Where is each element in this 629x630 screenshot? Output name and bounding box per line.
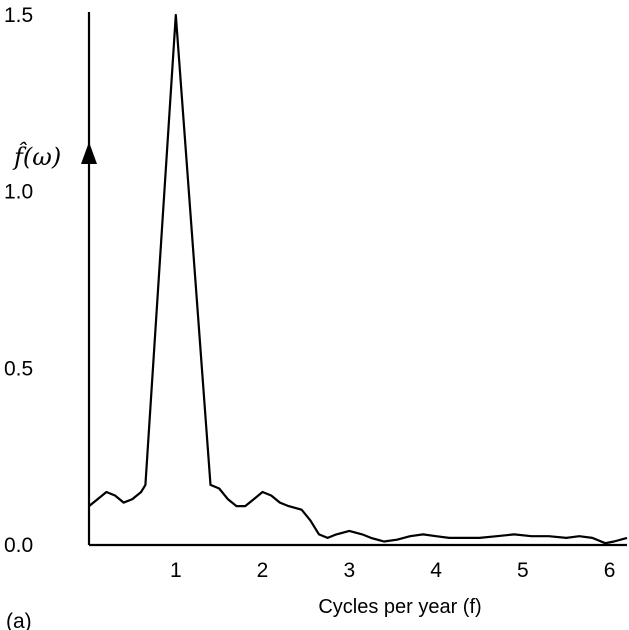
x-tick-label: 6 <box>604 559 616 582</box>
axes <box>81 12 627 547</box>
y-tick-label: 0.0 <box>4 534 33 557</box>
plot-area <box>88 13 628 545</box>
x-tick-label: 5 <box>517 559 529 582</box>
y-tick-label: 1.5 <box>4 4 33 27</box>
x-tick-label: 1 <box>170 559 182 582</box>
y-axis-label: f̂(ω) <box>12 142 61 171</box>
y-axis-arrowhead <box>81 142 97 164</box>
x-tick-labels: 1 2 3 4 5 6 <box>170 559 615 582</box>
x-axis-label: Cycles per year (f) <box>318 596 481 618</box>
y-tick-labels: 0.0 0.5 1.0 1.5 <box>4 4 33 557</box>
x-tick-label: 3 <box>343 559 355 582</box>
y-tick-label: 0.5 <box>4 357 33 380</box>
x-tick-label: 4 <box>430 559 442 582</box>
y-tick-label: 1.0 <box>4 181 33 204</box>
spectrum-line-0 <box>88 13 628 545</box>
panel-label: (a) <box>6 610 32 630</box>
x-tick-label: 2 <box>257 559 269 582</box>
